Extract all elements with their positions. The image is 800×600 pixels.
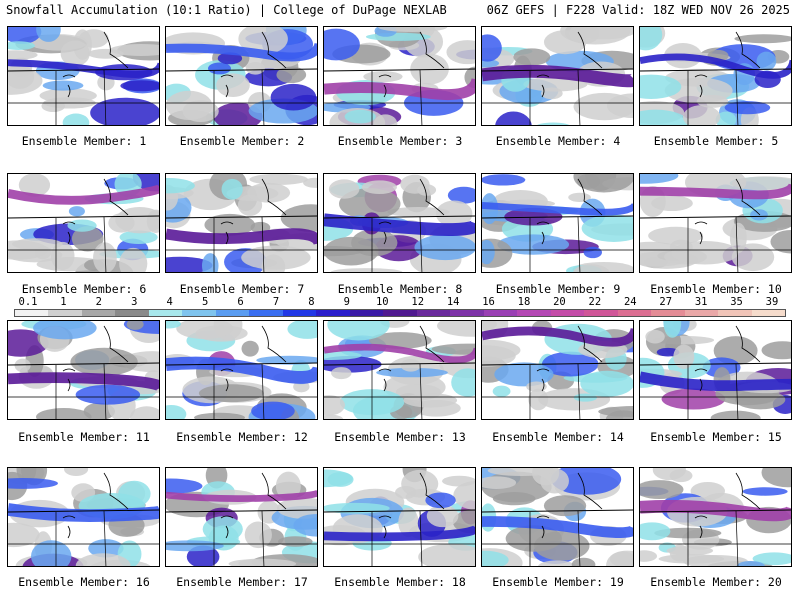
ensemble-member-label: Ensemble Member: 19 <box>492 575 624 589</box>
ensemble-map-19 <box>481 467 634 567</box>
colorbar-swatch <box>617 310 652 316</box>
ensemble-member-label: Ensemble Member: 9 <box>495 282 621 296</box>
colorbar-swatch <box>383 310 417 316</box>
ensemble-map-11 <box>7 320 160 420</box>
colorbar-tick-label: 5 <box>201 296 209 308</box>
colorbar-swatch <box>651 310 685 316</box>
ensemble-map-15 <box>639 320 792 420</box>
model-run-info: 06Z GEFS | F228 Valid: 18Z WED NOV 26 20… <box>486 3 790 17</box>
colorbar-swatch <box>249 310 283 316</box>
ensemble-member-label: Ensemble Member: 20 <box>650 575 782 589</box>
colorbar-tick-label: 12 <box>411 296 425 308</box>
colorbar-tick-label: 14 <box>446 296 460 308</box>
colorbar-tick-label: 6 <box>237 296 244 308</box>
ensemble-map-13 <box>323 320 476 420</box>
colorbar-tick-label: 24 <box>623 296 637 308</box>
colorbar-swatch <box>182 310 216 316</box>
ensemble-member-label: Ensemble Member: 2 <box>179 134 305 148</box>
ensemble-member-label: Ensemble Member: 12 <box>176 430 308 444</box>
colorbar-swatch <box>115 310 149 316</box>
colorbar-swatch <box>584 310 618 316</box>
colorbar-swatch <box>550 310 585 316</box>
ensemble-member-label: Ensemble Member: 7 <box>179 282 305 296</box>
ensemble-member-label: Ensemble Member: 10 <box>650 282 782 296</box>
ensemble-member-label: Ensemble Member: 18 <box>334 575 466 589</box>
ensemble-map-4 <box>481 26 634 126</box>
colorbar-swatch <box>316 310 350 316</box>
ensemble-member-label: Ensemble Member: 4 <box>495 134 621 148</box>
colorbar-tick-label: 18 <box>517 296 531 308</box>
colorbar-swatch <box>48 310 82 316</box>
colorbar-swatch <box>483 310 518 316</box>
colorbar-tick-label: 8 <box>308 296 315 308</box>
ensemble-map-2 <box>165 26 318 126</box>
colorbar-swatch <box>751 310 786 316</box>
ensemble-map-14 <box>481 320 634 420</box>
ensemble-map-7 <box>165 173 318 273</box>
ensemble-map-18 <box>323 467 476 567</box>
ensemble-map-5 <box>639 26 792 126</box>
colorbar-tick-label: 7 <box>272 296 280 308</box>
colorbar-tick-label: 2 <box>95 296 103 308</box>
map-title: Snowfall Accumulation (10:1 Ratio) | Col… <box>6 3 447 17</box>
ensemble-map-12 <box>165 320 318 420</box>
ensemble-member-label: Ensemble Member: 3 <box>337 134 463 148</box>
ensemble-map-16 <box>7 467 160 567</box>
ensemble-member-label: Ensemble Member: 6 <box>21 282 147 296</box>
ensemble-map-9 <box>481 173 634 273</box>
colorbar-tick-label: 3 <box>131 296 138 308</box>
ensemble-member-label: Ensemble Member: 11 <box>18 430 150 444</box>
colorbar-tick-label: 10 <box>375 296 389 308</box>
colorbar-swatch <box>684 310 719 316</box>
ensemble-map-8 <box>323 173 476 273</box>
colorbar-swatch <box>81 310 116 316</box>
ensemble-map-10 <box>639 173 792 273</box>
colorbar-swatch <box>148 310 183 316</box>
colorbar-tick-label: 39 <box>765 296 779 308</box>
colorbar-tick-label: 9 <box>343 296 351 308</box>
colorbar-tick-labels: 0.1 1 2 3 4 5 6 7 8 9 10 12 14 16 18 20 22 24 27 31 35 39 <box>14 296 786 308</box>
colorbar-tick-label: 35 <box>730 296 743 308</box>
colorbar-tick-label: 31 <box>694 296 708 308</box>
ensemble-member-label: Ensemble Member: 13 <box>334 430 466 444</box>
colorbar-swatch <box>349 310 384 316</box>
colorbar-swatch <box>416 310 451 316</box>
colorbar-tick-label: 1 <box>60 296 67 308</box>
colorbar-swatch <box>718 310 752 316</box>
ensemble-member-label: Ensemble Member: 14 <box>492 430 624 444</box>
colorbar-tick-label: 20 <box>553 296 566 308</box>
ensemble-map-6 <box>7 173 160 273</box>
ensemble-member-label: Ensemble Member: 5 <box>653 134 779 148</box>
colorbar-tick-label: 27 <box>659 296 673 308</box>
colorbar-tick-label: 0.1 <box>18 296 38 308</box>
colorbar-swatch <box>282 310 317 316</box>
colorbar-tick-label: 16 <box>482 296 495 308</box>
colorbar-swatch <box>215 310 250 316</box>
ensemble-member-label: Ensemble Member: 15 <box>650 430 782 444</box>
ensemble-member-label: Ensemble Member: 1 <box>21 134 147 148</box>
ensemble-map-3 <box>323 26 476 126</box>
colorbar-tick-label: 22 <box>588 296 602 308</box>
ensemble-map-20 <box>639 467 792 567</box>
ensemble-member-label: Ensemble Member: 16 <box>18 575 150 589</box>
colorbar-swatch <box>517 310 551 316</box>
ensemble-map-17 <box>165 467 318 567</box>
ensemble-member-label: Ensemble Member: 8 <box>337 282 463 296</box>
colorbar-swatch <box>15 310 49 316</box>
colorbar-swatch <box>450 310 484 316</box>
ensemble-member-label: Ensemble Member: 17 <box>176 575 308 589</box>
snowfall-colorbar <box>14 309 786 317</box>
ensemble-map-1 <box>7 26 160 126</box>
colorbar-tick-label: 4 <box>166 296 173 308</box>
